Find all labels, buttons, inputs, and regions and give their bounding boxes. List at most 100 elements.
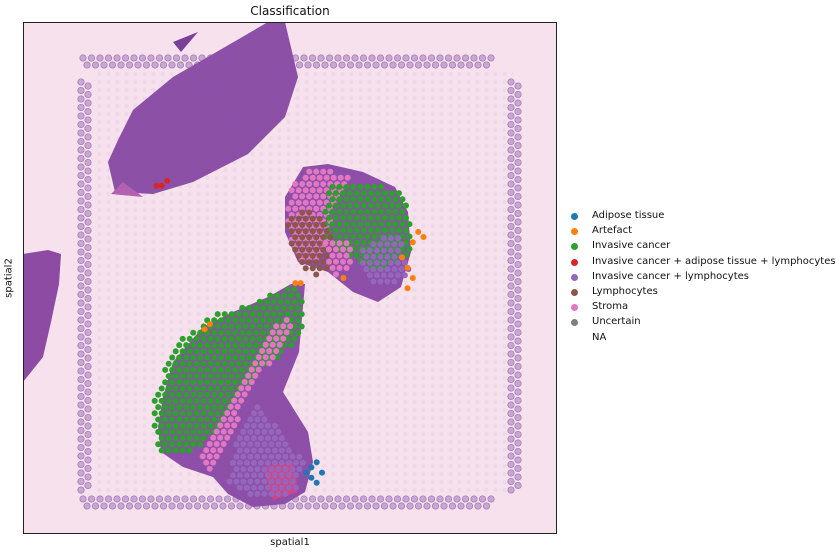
data-point <box>394 247 401 254</box>
fiducial-spot <box>91 61 100 69</box>
data-point <box>292 221 299 228</box>
data-point <box>378 196 385 203</box>
data-point <box>354 190 360 197</box>
data-point <box>250 422 257 429</box>
fiducial-spot <box>84 345 92 354</box>
data-point <box>227 416 234 423</box>
data-point <box>211 391 218 398</box>
fiducial-spot <box>312 502 321 510</box>
data-point <box>220 416 227 423</box>
data-point <box>371 221 378 228</box>
fiducial-spot <box>147 495 155 503</box>
data-point <box>211 366 218 373</box>
data-point <box>275 453 282 460</box>
data-point <box>273 323 280 330</box>
fiducial-spot <box>125 502 134 510</box>
fiducial-spot <box>84 141 92 150</box>
data-point <box>268 428 275 435</box>
data-point <box>165 435 172 442</box>
fiducial-spot <box>514 277 522 286</box>
fiducial-spot <box>77 231 85 239</box>
data-point <box>229 472 236 479</box>
data-point <box>162 404 169 411</box>
data-point <box>162 441 169 448</box>
fiducial-spot <box>514 371 522 379</box>
fiducial-spot <box>325 54 334 62</box>
data-point <box>169 441 176 448</box>
fiducial-spot <box>159 502 168 510</box>
data-point <box>277 348 284 355</box>
data-point <box>285 484 292 491</box>
data-point <box>344 174 351 181</box>
data-point <box>243 422 250 429</box>
fiducial-spot <box>507 290 515 299</box>
data-point <box>271 422 278 429</box>
data-point <box>249 323 256 330</box>
data-point <box>299 259 306 266</box>
data-point <box>204 416 211 423</box>
data-point <box>158 410 165 417</box>
fiducial-spot <box>359 495 368 503</box>
data-point <box>186 373 193 380</box>
data-point <box>200 348 207 355</box>
fiducial-spot <box>77 282 85 290</box>
data-point <box>165 360 172 367</box>
fiducial-spot <box>514 167 522 175</box>
legend-label: NA <box>592 331 607 343</box>
data-point <box>197 428 204 435</box>
data-point <box>249 311 256 318</box>
data-point <box>277 298 284 305</box>
fiducial-spot <box>514 396 522 405</box>
fiducial-spot <box>84 184 92 192</box>
fiducial-spot <box>84 430 92 439</box>
data-point <box>193 397 200 404</box>
data-point <box>295 228 302 235</box>
data-point <box>210 459 217 466</box>
fiducial-spot <box>84 150 92 158</box>
data-point <box>245 385 252 392</box>
data-point <box>190 379 197 386</box>
data-point <box>323 228 330 235</box>
fiducial-spot <box>176 61 185 69</box>
data-point <box>377 241 384 248</box>
fiducial-spot <box>440 61 448 69</box>
data-point <box>329 221 336 228</box>
data-point <box>243 472 250 479</box>
data-point <box>333 214 339 221</box>
data-point <box>302 228 309 235</box>
data-point <box>193 373 200 380</box>
data-point <box>354 252 360 259</box>
data-point <box>193 335 200 342</box>
data-point <box>285 447 292 454</box>
fiducial-spot <box>84 158 92 167</box>
data-point <box>357 221 364 228</box>
fiducial-spot <box>507 452 515 460</box>
data-point <box>326 202 332 209</box>
data-point <box>269 329 276 336</box>
fiducial-spot <box>507 401 515 409</box>
fiducial-spot <box>189 54 198 62</box>
fiducial-spot <box>334 54 342 62</box>
data-point <box>224 410 231 416</box>
data-point <box>254 416 261 423</box>
data-point <box>193 422 200 429</box>
data-point <box>200 410 207 417</box>
data-point <box>316 174 323 181</box>
data-point <box>236 447 243 454</box>
data-point <box>316 199 323 206</box>
fiducial-spot <box>465 502 474 510</box>
fiducial-spot <box>507 435 515 443</box>
data-point <box>296 453 303 460</box>
data-point <box>221 323 228 330</box>
data-point <box>361 214 367 221</box>
fiducial-spot <box>514 422 522 430</box>
data-point <box>253 342 260 349</box>
data-point <box>256 335 263 342</box>
fiducial-spot <box>77 358 85 367</box>
data-point <box>155 404 162 411</box>
data-point <box>347 246 353 253</box>
data-point <box>193 360 200 367</box>
fiducial-spot <box>100 61 108 69</box>
data-point <box>378 208 385 215</box>
data-point <box>295 215 302 222</box>
